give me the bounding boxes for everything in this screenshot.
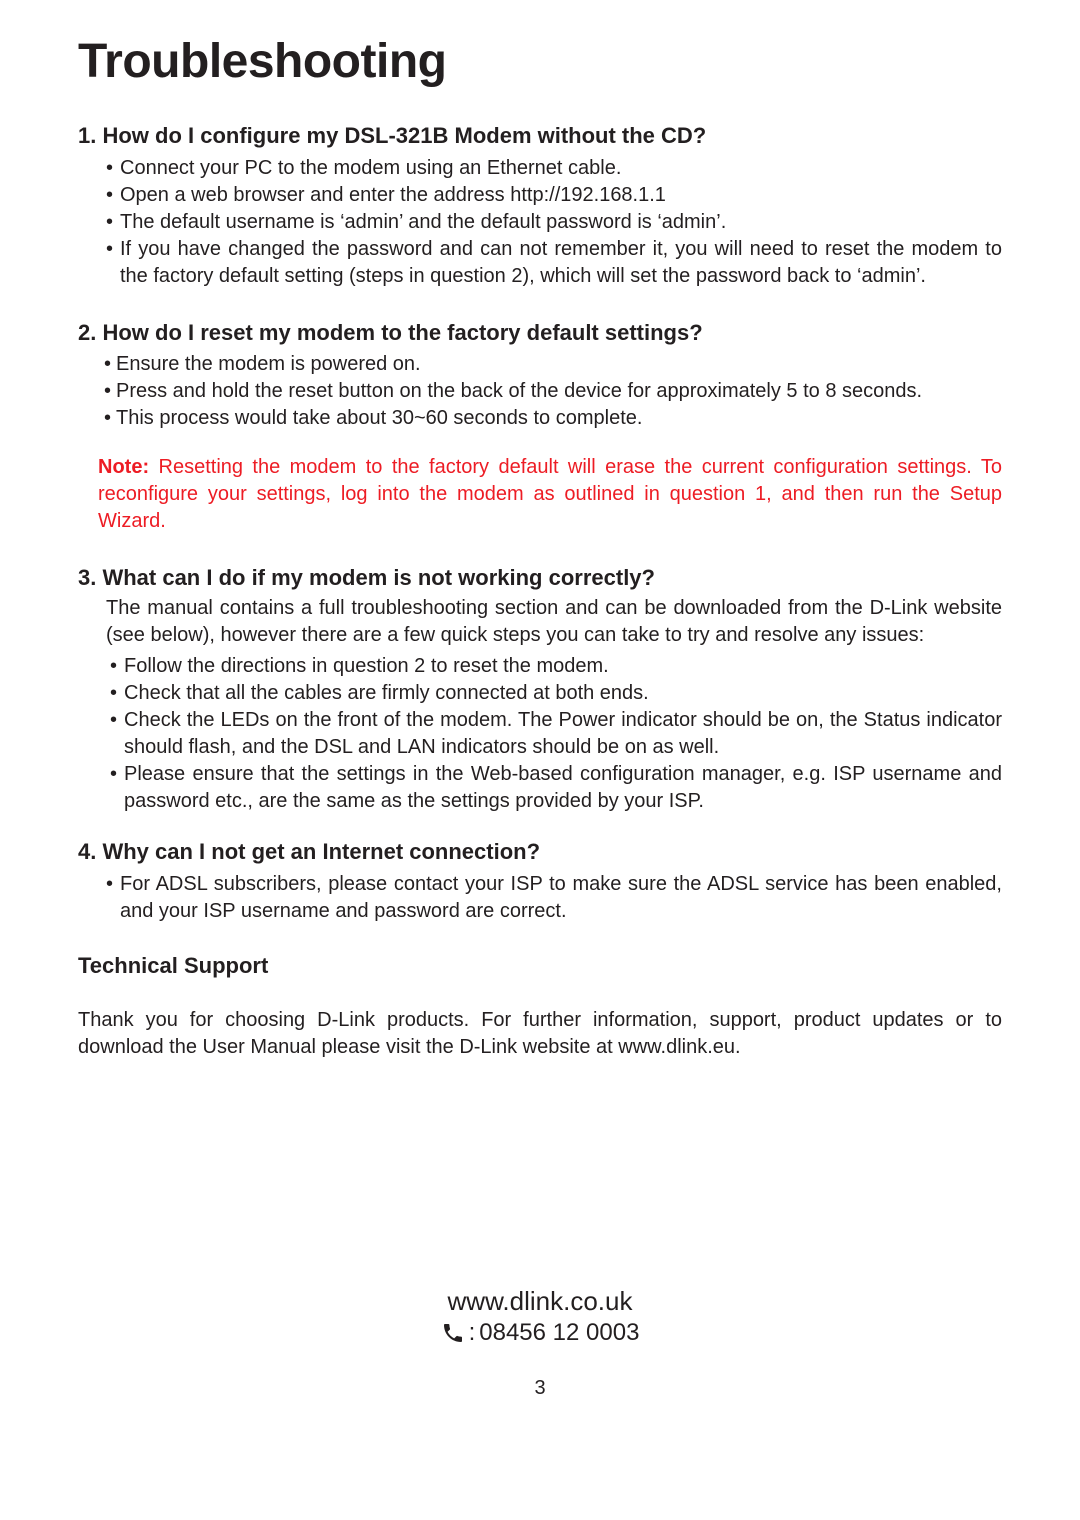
question-4: 4. Why can I not get an Internet connect… [78,837,1002,925]
page: Troubleshooting 1. How do I configure my… [0,0,1080,1520]
page-title: Troubleshooting [78,34,1002,89]
q2-bullet: Ensure the modem is powered on. [106,351,1002,378]
question-2: 2. How do I reset my modem to the factor… [78,318,1002,536]
q3-intro: The manual contains a full troubleshooti… [106,595,1002,649]
q2-heading: 2. How do I reset my modem to the factor… [78,318,1002,348]
question-1: 1. How do I configure my DSL-321B Modem … [78,121,1002,290]
q2-note: Note: Resetting the modem to the factory… [98,454,1002,535]
note-text: Resetting the modem to the factory defau… [98,456,1002,532]
q2-bullets: Ensure the modem is powered on. Press an… [106,351,1002,432]
footer-phone-prefix: : [469,1319,476,1347]
question-3: 3. What can I do if my modem is not work… [78,563,1002,815]
q4-bullets: For ADSL subscribers, please contact you… [106,871,1002,925]
q1-heading: 1. How do I configure my DSL-321B Modem … [78,121,1002,151]
q3-bullet: Please ensure that the settings in the W… [110,761,1002,815]
q3-heading: 3. What can I do if my modem is not work… [78,563,1002,593]
q4-heading: 4. Why can I not get an Internet connect… [78,837,1002,867]
q3-bullet: Check the LEDs on the front of the modem… [110,707,1002,761]
footer-phone-row: : 08456 12 0003 [441,1319,640,1347]
q3-bullet: Check that all the cables are firmly con… [110,680,1002,707]
tech-support-heading: Technical Support [78,953,1002,979]
phone-icon [441,1321,465,1345]
footer-contact: www.dlink.co.uk : 08456 12 0003 [0,1286,1080,1350]
q1-bullet: Connect your PC to the modem using an Et… [106,155,1002,182]
q1-bullet: Open a web browser and enter the address… [106,182,1002,209]
q1-bullets: Connect your PC to the modem using an Et… [106,155,1002,290]
page-number: 3 [0,1377,1080,1400]
q1-bullet: The default username is ‘admin’ and the … [106,209,1002,236]
q2-bullet: This process would take about 30~60 seco… [106,405,1002,432]
tech-support-body: Thank you for choosing D-Link products. … [78,1007,1002,1061]
q3-bullets: Follow the directions in question 2 to r… [110,653,1002,815]
footer-phone: 08456 12 0003 [479,1319,639,1347]
q1-bullet: If you have changed the password and can… [106,236,1002,290]
q4-bullet: For ADSL subscribers, please contact you… [106,871,1002,925]
q2-bullet: Press and hold the reset button on the b… [106,378,1002,405]
q3-bullet: Follow the directions in question 2 to r… [110,653,1002,680]
note-label: Note: [98,456,149,478]
footer-url: www.dlink.co.uk [0,1286,1080,1317]
